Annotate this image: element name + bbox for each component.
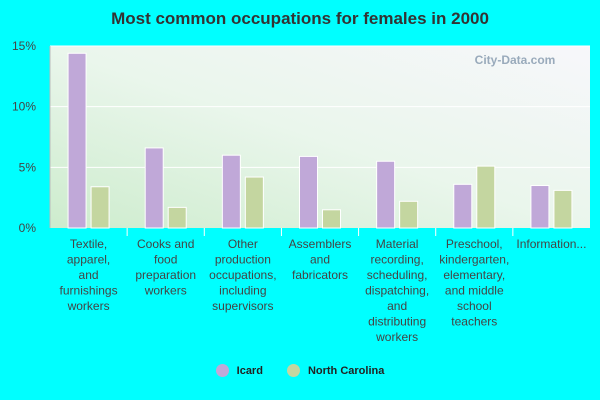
bar-icard xyxy=(376,160,396,229)
category-label: Textile, apparel, and furnishings workers xyxy=(60,237,118,313)
bar-north-carolina xyxy=(399,200,419,229)
category-label: Information... xyxy=(516,237,586,251)
bar-icard xyxy=(453,183,473,229)
watermark: City-Data.com xyxy=(475,53,556,67)
bar-north-carolina xyxy=(553,189,573,229)
category-label: Other production occupations, including supe… xyxy=(209,237,276,313)
legend: Icard North Carolina xyxy=(0,364,600,377)
legend-swatch-north-carolina xyxy=(286,364,300,377)
category-label: Preschool, kindergarten, elementary, and mi… xyxy=(439,237,509,329)
bar-north-carolina xyxy=(322,209,341,229)
category-label: Assemblers and fabricators xyxy=(289,237,352,282)
bar-icard xyxy=(530,185,550,229)
category-label: Material recording, scheduling, dispatching… xyxy=(365,237,429,344)
legend-label-north-carolina: North Carolina xyxy=(307,364,385,377)
bar-icard xyxy=(144,147,164,229)
legend-label-icard: Icard xyxy=(236,364,263,377)
bar-icard xyxy=(221,154,241,229)
y-tick-label: 15% xyxy=(12,39,36,53)
category-label: Cooks and food preparation workers xyxy=(135,237,196,298)
bar-north-carolina xyxy=(90,186,110,229)
bar-north-carolina xyxy=(244,176,264,229)
legend-swatch-icard xyxy=(215,364,229,377)
y-tick-label: 10% xyxy=(12,100,36,114)
bar-north-carolina xyxy=(476,165,496,229)
bar-icard xyxy=(67,52,87,229)
chart-title: Most common occupations for females in 2… xyxy=(111,9,489,28)
y-tick-label: 5% xyxy=(19,160,37,174)
y-tick-label: 0% xyxy=(19,221,37,235)
plot-background xyxy=(50,46,590,228)
legend-item-north-carolina: North Carolina xyxy=(286,364,385,377)
legend-item-icard: Icard xyxy=(215,364,263,377)
bar-icard xyxy=(299,155,318,229)
bar-north-carolina xyxy=(167,206,187,229)
